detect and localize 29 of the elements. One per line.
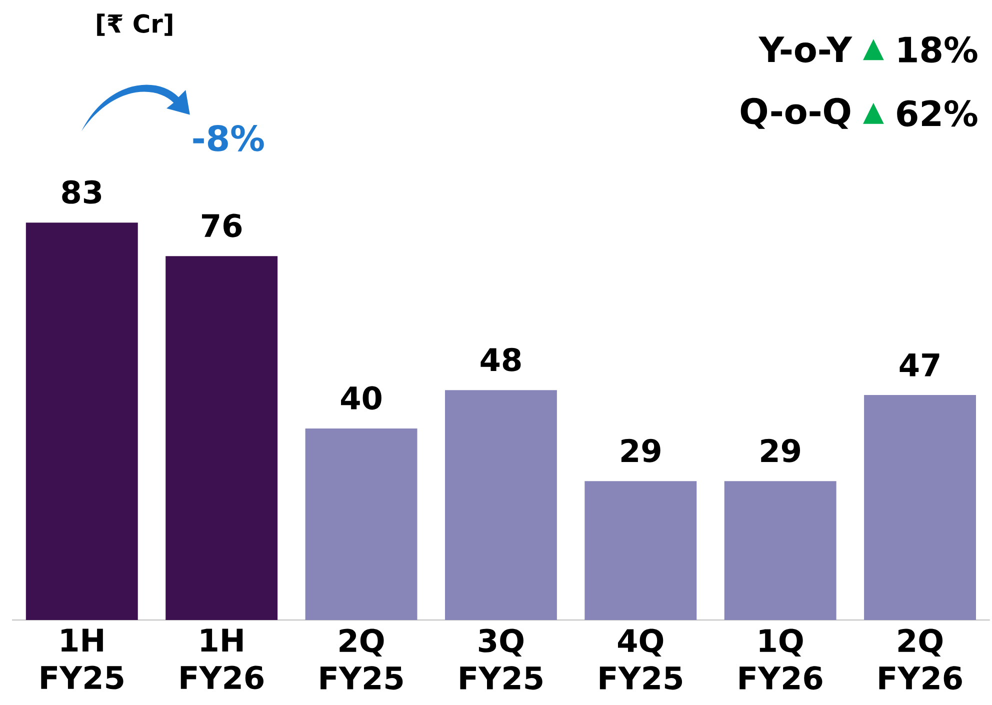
x-tick-label: 2Q FY26	[879, 628, 962, 690]
text: Q-o-Q	[740, 98, 850, 129]
bar	[26, 222, 138, 620]
data-label: 29	[761, 438, 800, 462]
x-tick-label: 4Q FY25	[600, 628, 682, 690]
data-label: 40	[341, 386, 382, 410]
x-tick-label: 3Q FY25	[460, 628, 542, 690]
data-label: 29	[621, 438, 660, 462]
text: 18%	[898, 36, 978, 63]
bar	[724, 481, 836, 620]
data-label: 47	[900, 353, 940, 376]
text: Y-o-Y	[758, 36, 852, 63]
bar	[444, 390, 557, 620]
bar	[305, 428, 418, 620]
x-tick-label: 1H FY26	[180, 628, 264, 690]
text: -8%	[193, 124, 264, 152]
bar	[584, 481, 697, 620]
text: ▲	[862, 102, 884, 124]
text: [₹ Cr]	[97, 14, 172, 36]
text: 62%	[897, 100, 978, 127]
x-tick-label: 1Q FY26	[740, 628, 822, 690]
data-label: 48	[480, 348, 521, 372]
data-label: 83	[62, 180, 102, 204]
bar	[166, 256, 278, 620]
text: ▲	[862, 39, 884, 60]
x-tick-label: 1H FY25	[41, 628, 124, 690]
bar	[864, 394, 976, 620]
x-tick-label: 2Q FY25	[320, 628, 403, 690]
data-label: 76	[202, 214, 242, 238]
